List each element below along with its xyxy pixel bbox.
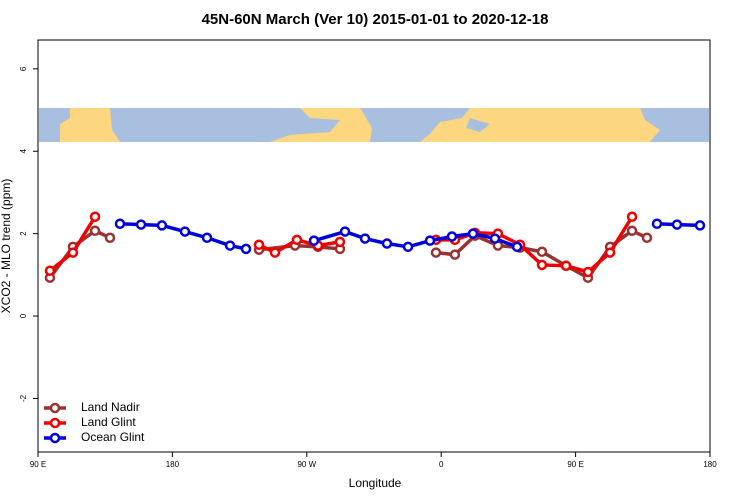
chart-title: 45N-60N March (Ver 10) 2015-01-01 to 202… bbox=[202, 11, 549, 28]
legend-marker bbox=[49, 432, 61, 444]
data-point bbox=[44, 265, 56, 276]
x-tick-label: 90 W bbox=[297, 460, 316, 469]
data-point bbox=[424, 235, 436, 246]
data-point bbox=[89, 225, 101, 237]
data-point bbox=[308, 235, 320, 246]
data-point bbox=[89, 211, 101, 222]
map-ocean bbox=[466, 118, 490, 132]
map-ocean bbox=[110, 108, 340, 142]
map-band bbox=[39, 108, 709, 142]
data-point bbox=[489, 233, 501, 244]
y-tick-label: 6 bbox=[19, 66, 28, 71]
x-tick-label: 90 E bbox=[567, 460, 583, 469]
data-point bbox=[201, 232, 213, 244]
data-point bbox=[156, 220, 168, 231]
data-point bbox=[626, 225, 638, 237]
data-point bbox=[240, 243, 252, 255]
legend-label: Land Glint bbox=[81, 415, 136, 429]
data-point bbox=[446, 231, 458, 242]
data-point bbox=[224, 240, 236, 251]
data-point bbox=[253, 239, 265, 251]
data-point bbox=[694, 220, 706, 231]
series-line bbox=[48, 228, 648, 281]
data-point bbox=[135, 219, 147, 230]
legend-label: Ocean Glint bbox=[81, 430, 145, 444]
data-point bbox=[604, 247, 616, 258]
y-tick-label: 4 bbox=[19, 148, 28, 153]
data-point bbox=[381, 238, 393, 249]
x-axis-label: Longitude bbox=[349, 476, 402, 490]
data-point bbox=[359, 233, 371, 244]
data-point bbox=[334, 236, 346, 248]
data-point bbox=[511, 241, 523, 253]
data-point bbox=[430, 247, 442, 258]
data-point bbox=[179, 226, 191, 237]
data-point bbox=[449, 249, 461, 260]
x-tick-label: 180 bbox=[166, 460, 180, 469]
legend-marker bbox=[49, 417, 61, 429]
data-point bbox=[339, 226, 351, 237]
map-ocean bbox=[640, 108, 709, 142]
data-point bbox=[467, 228, 479, 239]
x-tick-label: 180 bbox=[703, 460, 717, 469]
y-tick-label: 2 bbox=[19, 231, 28, 236]
legend-marker bbox=[49, 402, 61, 414]
plot-frame bbox=[37, 39, 711, 453]
data-point bbox=[104, 232, 116, 244]
data-point bbox=[560, 260, 572, 272]
data-point bbox=[536, 246, 548, 258]
data-point bbox=[114, 218, 126, 230]
map-ocean bbox=[39, 108, 70, 142]
data-point bbox=[291, 234, 303, 246]
data-point bbox=[641, 232, 653, 244]
data-point bbox=[536, 259, 548, 271]
data-point bbox=[626, 211, 638, 222]
y-tick-label: 0 bbox=[19, 313, 28, 318]
data-point bbox=[582, 266, 594, 278]
x-tick-label: 90 E bbox=[30, 460, 46, 469]
data-point bbox=[67, 247, 79, 258]
y-axis-label: XCO2 - MLO trend (ppm) bbox=[0, 179, 13, 314]
y-tick-label: -2 bbox=[19, 394, 28, 402]
legend-label: Land Nadir bbox=[81, 400, 140, 414]
data-point bbox=[402, 241, 414, 253]
data-point bbox=[651, 218, 663, 230]
map-ocean bbox=[360, 108, 470, 142]
x-tick-label: 0 bbox=[439, 460, 444, 469]
data-point bbox=[269, 247, 281, 258]
data-point bbox=[671, 219, 683, 230]
